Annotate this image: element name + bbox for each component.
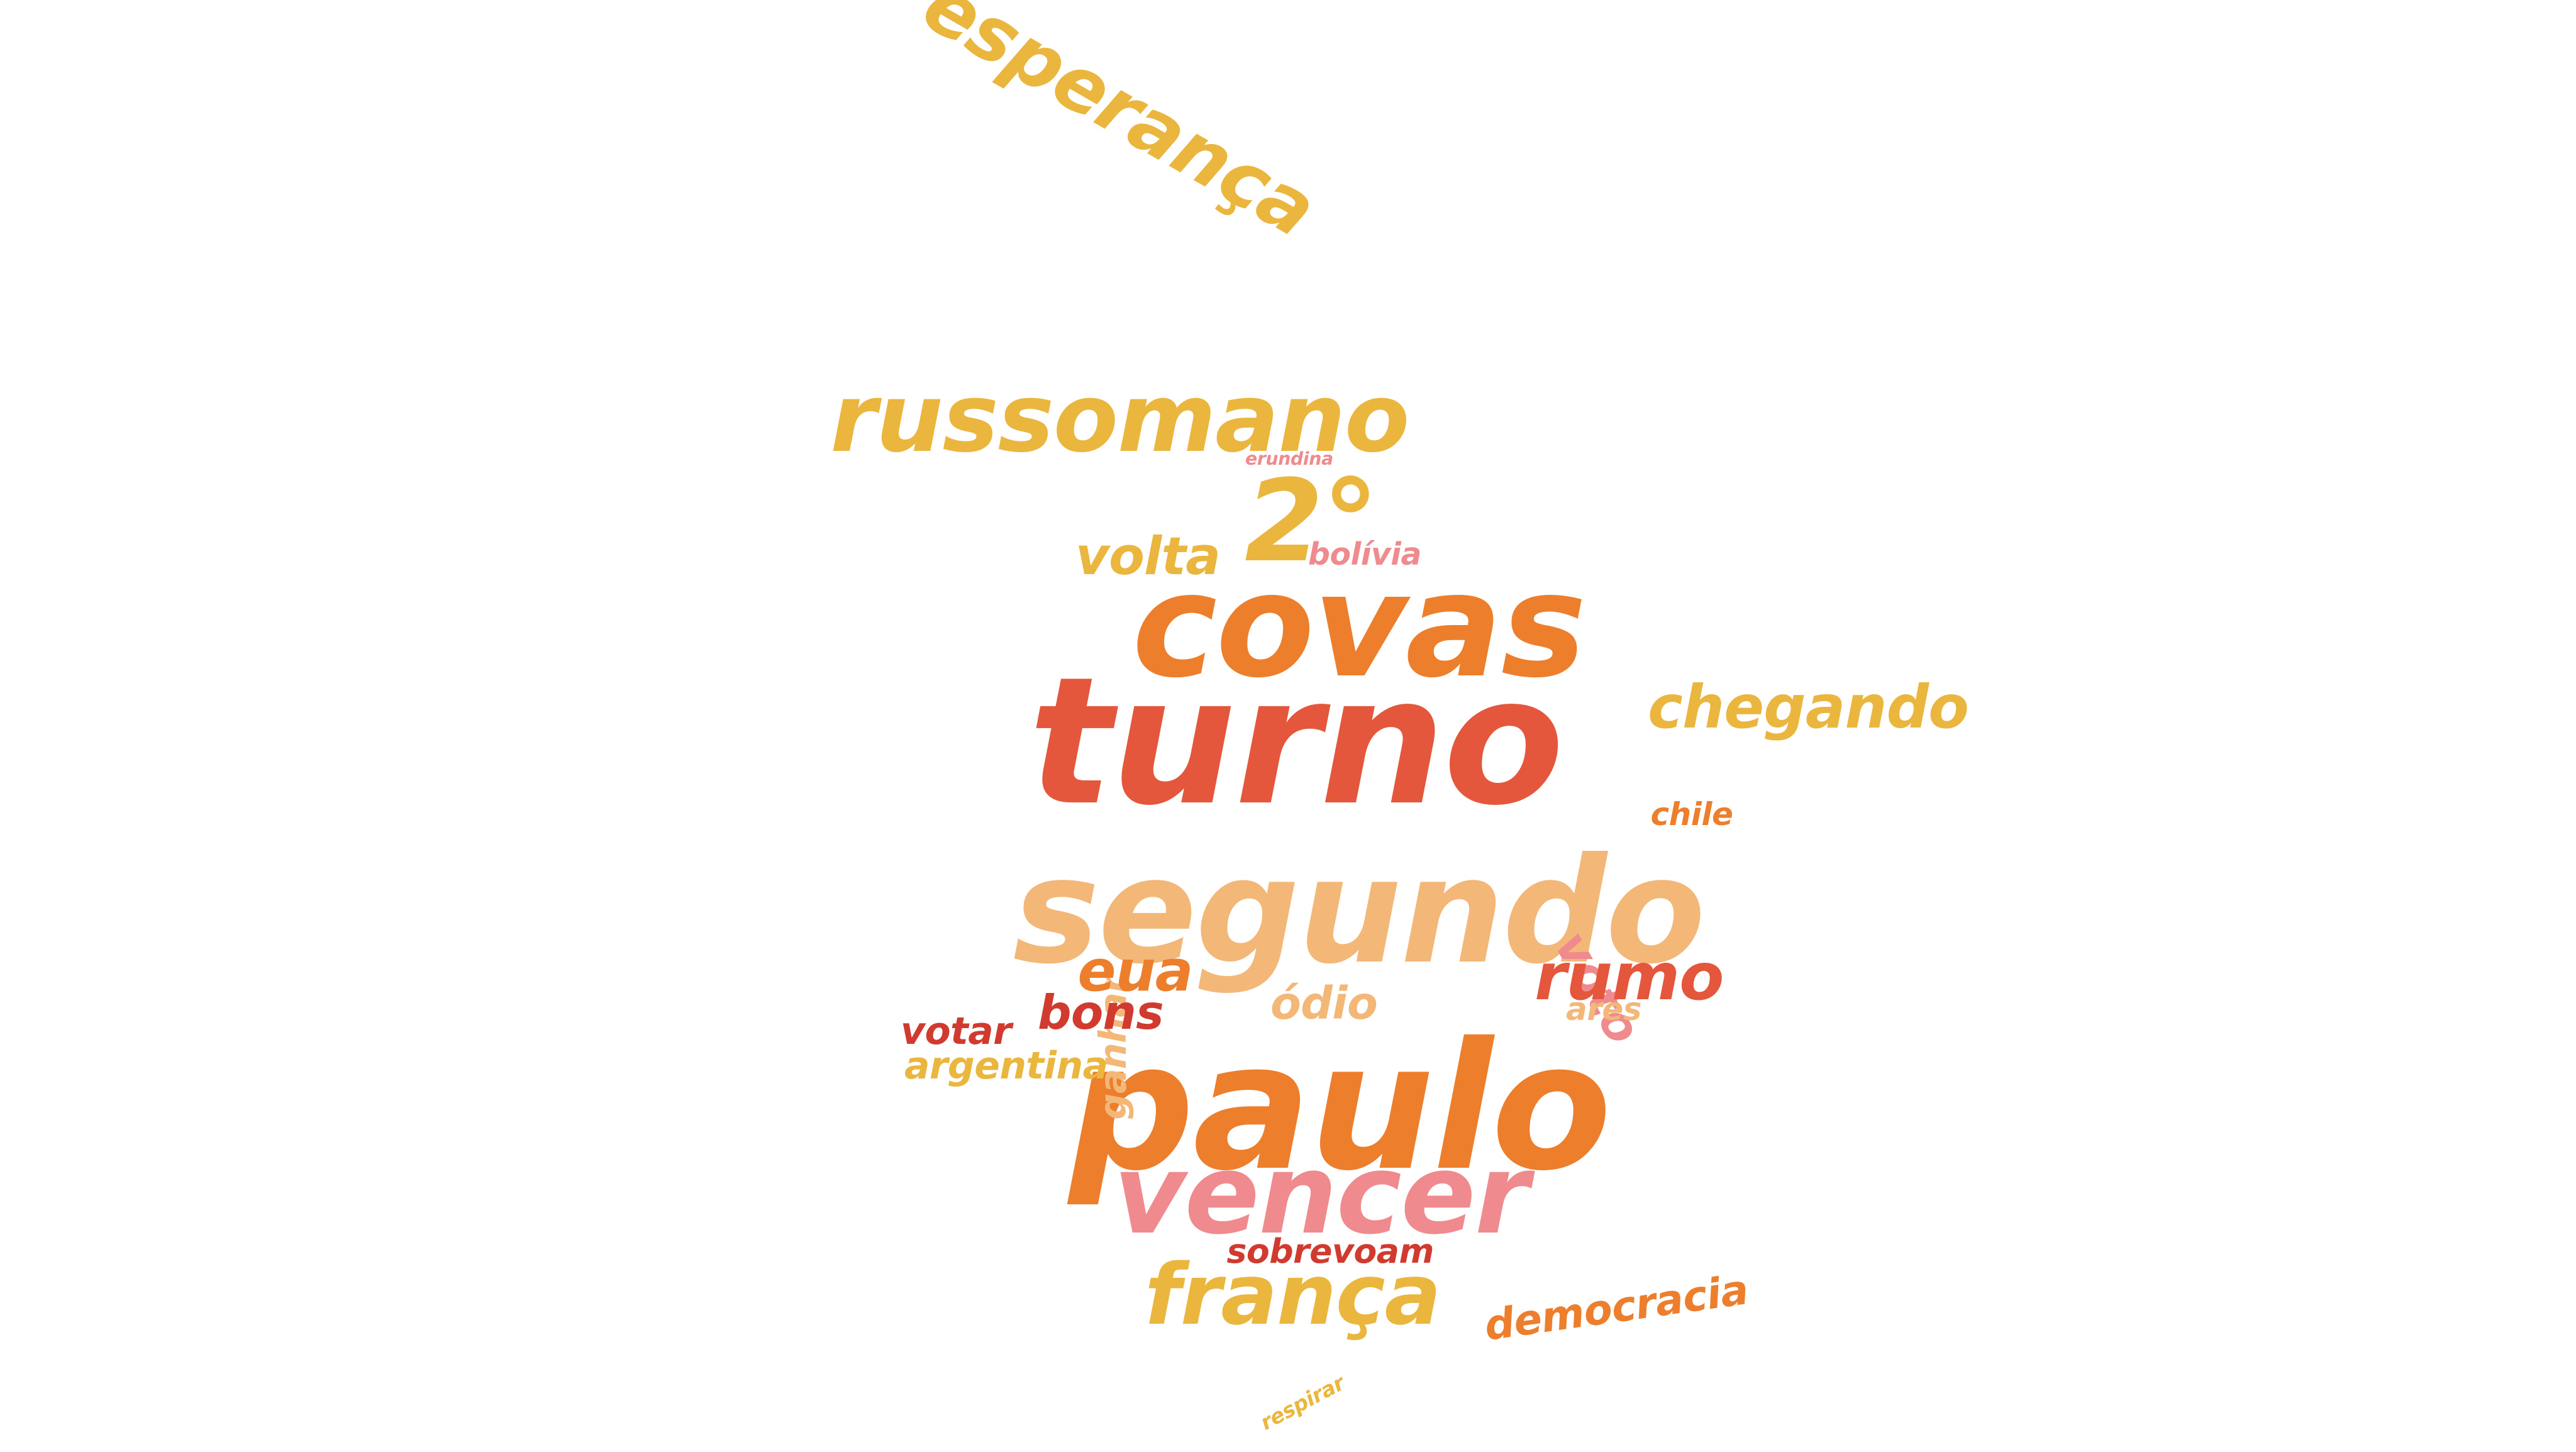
word-volta: volta	[1075, 525, 1221, 587]
word-votar: votar	[901, 1009, 1012, 1053]
word-2-degree: 2°	[1245, 456, 1379, 587]
word-segundo: segundo	[1013, 826, 1706, 996]
word-ares: ares	[1566, 991, 1642, 1028]
word-paulo: paulo	[1069, 1004, 1612, 1209]
word-chile: chile	[1650, 796, 1733, 833]
word-chegando: chegando	[1648, 673, 1969, 742]
word-sobrevoam: sobrevoam	[1226, 1231, 1435, 1271]
word-respirar: respirar	[1255, 1370, 1348, 1435]
word-odio: ódio	[1270, 977, 1378, 1029]
word-franca: frança	[1145, 1246, 1441, 1344]
word-russomano: russomano	[830, 362, 1409, 474]
word-bolivia: bolívia	[1308, 536, 1421, 572]
word-erundina: erundina	[1245, 448, 1333, 469]
word-eua: eua	[1077, 938, 1194, 1004]
word-bons: bons	[1038, 984, 1164, 1040]
word-rumo: rumo	[1535, 939, 1724, 1015]
word-esperanca: esperança	[908, 0, 1331, 255]
word-argentina: argentina	[904, 1044, 1108, 1088]
word-vencer: vencer	[1113, 1130, 1530, 1259]
word-turno: turno	[1028, 640, 1565, 845]
word-democracia: democracia	[1481, 1265, 1752, 1350]
word-covas: covas	[1132, 541, 1587, 709]
